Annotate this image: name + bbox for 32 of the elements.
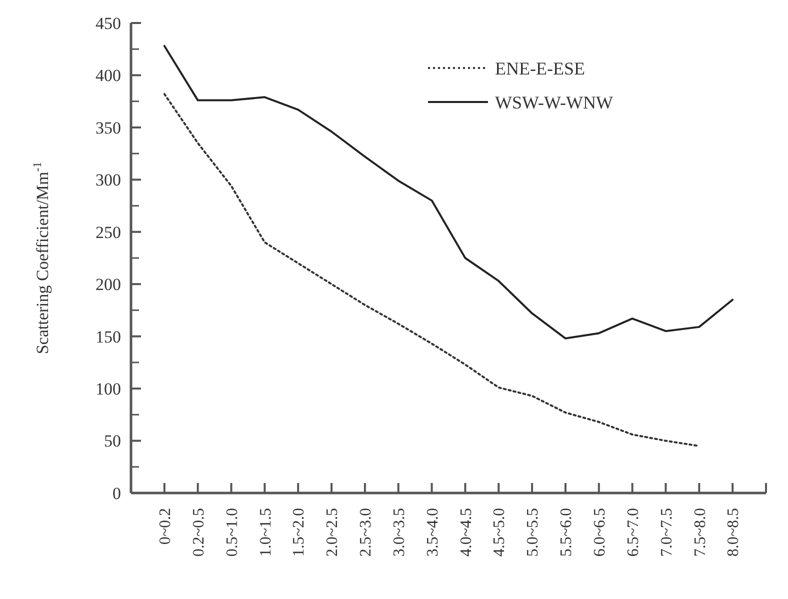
x-tick-label: 1.5~2.0 xyxy=(290,508,308,557)
x-tick-label: 2.5~3.0 xyxy=(358,508,375,557)
x-tick-label: 4.0~4.5 xyxy=(458,508,475,557)
x-tick-label: 7.5~8.0 xyxy=(692,508,709,557)
x-tick-label: 3.5~4.0 xyxy=(424,508,442,557)
x-tick-label: 8.0~8.5 xyxy=(725,508,742,557)
x-tick-label: 6.0~6.5 xyxy=(591,508,608,557)
line-series xyxy=(163,44,734,340)
x-tick-label: 2.0~2.5 xyxy=(324,508,342,557)
y-tick-label: 50 xyxy=(104,432,121,451)
x-tick-label: 3.0~3.5 xyxy=(390,508,408,557)
x-tick-label: 6.5~7.0 xyxy=(624,508,642,557)
y-tick-label: 400 xyxy=(96,66,121,86)
y-tick-label: 350 xyxy=(96,118,121,138)
x-tick-label: 1.0~1.5 xyxy=(257,508,274,557)
legend-label: ENE-E-ESE xyxy=(495,58,585,78)
x-tick-label: 0.2~0.5 xyxy=(190,508,208,557)
y-tick-label: 150 xyxy=(96,327,121,346)
x-tick-label: 0~0.2 xyxy=(157,508,174,545)
y-tick-label: 200 xyxy=(96,275,121,294)
x-tick-label: 7.0~7.5 xyxy=(658,508,676,557)
y-tick-label: 450 xyxy=(96,14,121,33)
x-tick-label: 4.5~5.0 xyxy=(491,508,508,557)
y-tick-label: 100 xyxy=(96,380,121,399)
x-tick-label: 5.5~6.0 xyxy=(558,508,576,557)
x-tick-label: 5.0~5.5 xyxy=(524,508,542,557)
y-tick-label: 250 xyxy=(96,222,121,242)
legend-label: WSW-W-WNW xyxy=(495,92,613,112)
line-series xyxy=(163,93,700,447)
y-tick-label: 0 xyxy=(112,484,121,503)
y-tick-label: 300 xyxy=(96,170,121,190)
x-tick-label: 0.5~1.0 xyxy=(224,508,241,557)
